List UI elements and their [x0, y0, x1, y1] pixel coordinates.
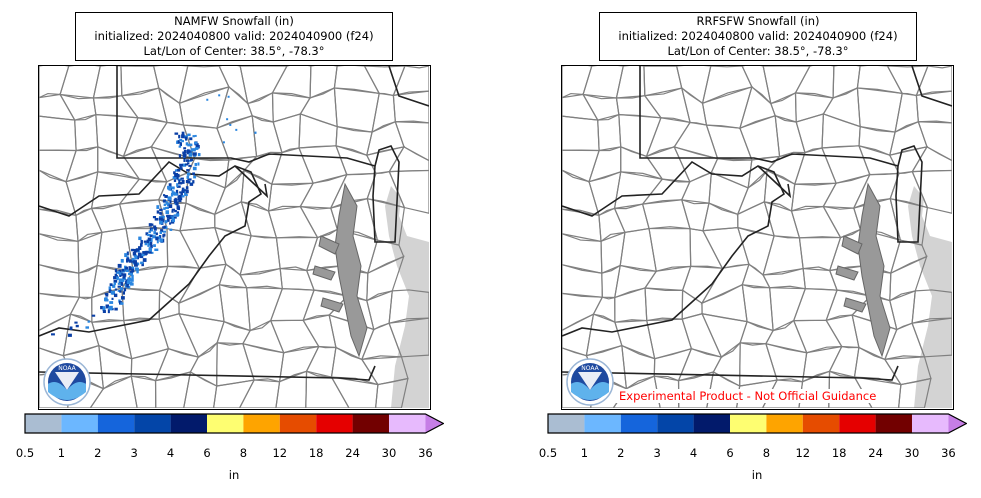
colorbar-segment — [24, 414, 62, 433]
chesapeake-bay — [334, 182, 368, 358]
colorbar-segment — [206, 414, 244, 433]
colorbar-segment — [911, 414, 949, 433]
county-map — [39, 66, 429, 408]
state-borders — [39, 66, 429, 381]
colorbar-tick-label: 6 — [726, 446, 734, 460]
title-center: Lat/Lon of Center: 38.5°, -78.3° — [143, 44, 325, 58]
colorbar-segment — [97, 414, 135, 433]
panel-title-right: RRFSFW Snowfall (in) initialized: 202404… — [599, 12, 917, 61]
colorbar-tick-label: 30 — [381, 446, 397, 460]
colorbar-segment — [352, 414, 389, 433]
colorbar-tick-label: 8 — [239, 446, 248, 460]
title-center: Lat/Lon of Center: 38.5°, -78.3° — [667, 44, 849, 58]
colorbar-segment — [620, 414, 658, 433]
colorbar-segment — [657, 414, 694, 433]
svg-text:NOAA: NOAA — [581, 365, 599, 372]
colorbar-tick-label: 24 — [868, 446, 883, 460]
colorbar-tick-label: 36 — [941, 446, 956, 460]
colorbar-segment — [802, 414, 840, 433]
colorbar-units-left: in — [228, 468, 240, 482]
ocean — [385, 186, 429, 408]
colorbar-segment — [729, 414, 767, 433]
colorbar-segment — [134, 414, 171, 433]
colorbar-tick-label: 24 — [345, 446, 360, 460]
colorbar-segment — [388, 414, 426, 433]
colorbar-segment — [584, 414, 621, 433]
colorbar-right — [547, 413, 968, 442]
colorbar-tick-label: 0.5 — [15, 446, 35, 460]
colorbar-segment — [61, 414, 98, 433]
colorbar-segment — [693, 414, 730, 433]
ocean — [908, 186, 952, 408]
colorbar-segment — [170, 414, 207, 433]
colorbar-tick-label: 12 — [272, 446, 288, 460]
colorbar-tick-label: 2 — [617, 446, 625, 460]
county-lines — [562, 66, 952, 408]
map-panel-right: NOAA Experimental Product - Not Official… — [561, 65, 954, 410]
colorbar-tick-label: 1 — [580, 446, 589, 460]
colorbar-segment — [766, 414, 803, 433]
title-model: NAMFW Snowfall (in) — [174, 14, 294, 28]
disclaimer-text: Experimental Product - Not Official Guid… — [616, 389, 880, 403]
map-panel-left: NOAA — [38, 65, 431, 410]
county-lines — [39, 66, 429, 408]
colorbar-tick-label: 36 — [418, 446, 433, 460]
colorbar-tick-label: 1 — [57, 446, 66, 460]
colorbar-tick-label: 4 — [689, 446, 698, 460]
colorbar-units-right: in — [751, 468, 763, 482]
noaa-logo: NOAA — [43, 358, 91, 406]
colorbar-extend-arrow — [425, 414, 444, 433]
title-model: RRFSFW Snowfall (in) — [696, 14, 820, 28]
svg-text:NOAA: NOAA — [58, 365, 76, 372]
colorbar-segment — [279, 414, 317, 433]
colorbar-tick-label: 4 — [166, 446, 175, 460]
colorbar-left — [24, 413, 445, 442]
colorbar-extend-arrow — [948, 414, 967, 433]
panel-title-left: NAMFW Snowfall (in) initialized: 2024040… — [75, 12, 393, 61]
colorbar-tick-label: 18 — [831, 446, 847, 460]
colorbar-tick-label: 18 — [308, 446, 324, 460]
title-init-valid: initialized: 2024040800 valid: 202404090… — [618, 29, 898, 43]
colorbar-tick-label: 0.5 — [538, 446, 558, 460]
tidal-rivers — [835, 235, 867, 313]
colorbar-segment — [243, 414, 280, 433]
colorbar-tick-label: 2 — [94, 446, 102, 460]
colorbar-segment — [839, 414, 876, 433]
colorbar-tick-label: 12 — [795, 446, 811, 460]
colorbar-segment — [316, 414, 353, 433]
colorbar-tick-label: 8 — [762, 446, 771, 460]
colorbar-tick-label: 3 — [130, 446, 138, 460]
state-borders — [562, 66, 952, 381]
colorbar-tick-label: 30 — [904, 446, 920, 460]
chesapeake-bay — [857, 182, 891, 358]
snowfall-overlay — [51, 94, 257, 337]
colorbar-segment — [875, 414, 912, 433]
county-map — [562, 66, 952, 408]
title-init-valid: initialized: 2024040800 valid: 202404090… — [94, 29, 374, 43]
tidal-rivers — [312, 235, 344, 313]
colorbar-tick-label: 3 — [653, 446, 661, 460]
colorbar-segment — [548, 414, 585, 433]
noaa-logo: NOAA — [566, 358, 614, 406]
colorbar-tick-label: 6 — [203, 446, 211, 460]
